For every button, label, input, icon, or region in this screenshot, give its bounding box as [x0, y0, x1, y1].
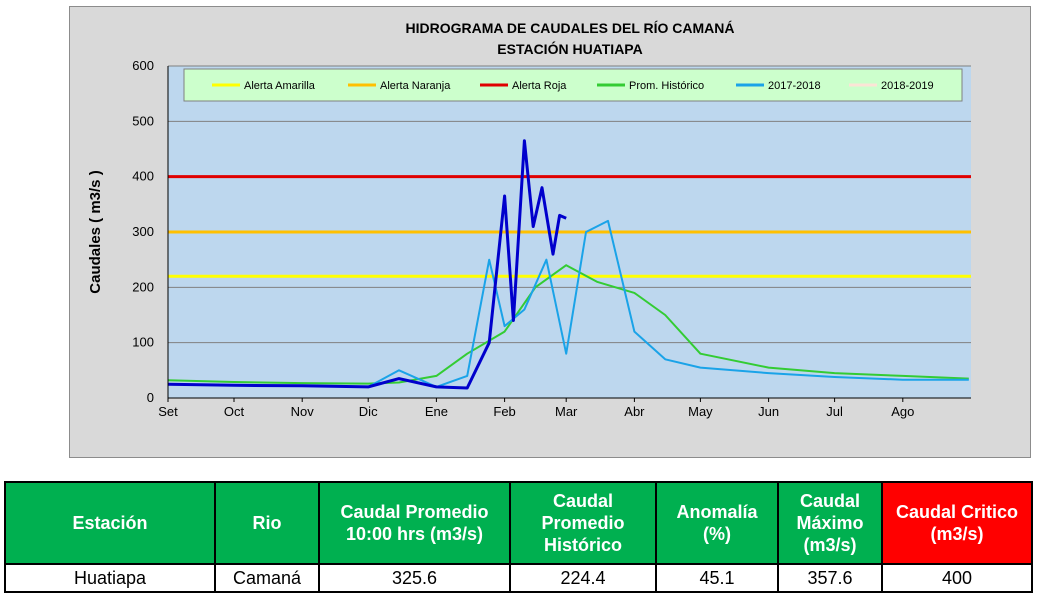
x-tick-label: Dic: [359, 404, 378, 419]
chart-subtitle: ESTACIÓN HUATIAPA: [497, 40, 642, 57]
threshold-lines: [168, 175, 971, 278]
legend-label: 2018-2019: [881, 80, 934, 92]
y-axis-label: Caudales ( m3/s ): [87, 170, 104, 293]
y-tick-label: 200: [132, 279, 154, 294]
summary-table: Estación Rio Caudal Promedio 10:00 hrs (…: [4, 481, 1033, 593]
x-tick-label: Abr: [624, 404, 645, 419]
y-tick-label: 600: [132, 58, 154, 73]
legend-label: Alerta Roja: [512, 80, 567, 92]
cell-critical-flow: 400: [881, 563, 1033, 593]
header-max-flow: Caudal Máximo (m3/s): [777, 481, 883, 565]
x-tick-label: Feb: [493, 404, 515, 419]
header-historic-avg: Caudal Promedio Histórico: [509, 481, 657, 565]
x-axis-ticks: Set Oct Nov Dic Ene Feb Mar Abr May Jun Jul Ago: [158, 398, 914, 419]
cell-river: Camaná: [214, 563, 320, 593]
series-line: [167, 139, 567, 390]
header-anomaly: Anomalía (%): [655, 481, 779, 565]
y-tick-label: 300: [132, 224, 154, 239]
header-avg-flow-1000: Caudal Promedio 10:00 hrs (m3/s): [318, 481, 511, 565]
y-tick-label: 100: [132, 335, 154, 350]
chart-title: HIDROGRAMA DE CAUDALES DEL RÍO CAMANÁ: [406, 20, 735, 36]
table-row: Huatiapa Camaná 325.6 224.4 45.1 357.6 4…: [4, 563, 1033, 593]
y-axis-ticks: 0 100 200 300 400 500 600: [132, 58, 154, 405]
y-tick-label: 0: [147, 390, 154, 405]
legend-label: 2017-2018: [768, 80, 821, 92]
chart-frame: HIDROGRAMA DE CAUDALES DEL RÍO CAMANÁ ES…: [69, 6, 1031, 458]
header-critical-flow: Caudal Critico (m3/s): [881, 481, 1033, 565]
legend: Alerta Amarilla Alerta Naranja Alerta Roja…: [183, 68, 963, 102]
x-tick-label: Mar: [555, 404, 578, 419]
legend-box: [183, 68, 963, 102]
x-tick-label: Ago: [891, 404, 914, 419]
y-tick-label: 400: [132, 169, 154, 184]
cell-anomaly: 45.1: [655, 563, 779, 593]
header-river: Rio: [214, 481, 320, 565]
x-tick-label: Jul: [826, 404, 843, 419]
cell-station: Huatiapa: [4, 563, 216, 593]
x-tick-label: Jun: [758, 404, 779, 419]
header-station: Estación: [4, 481, 216, 565]
cell-max-flow: 357.6: [777, 563, 883, 593]
hydrograph-chart: HIDROGRAMA DE CAUDALES DEL RÍO CAMANÁ ES…: [87, 20, 971, 419]
legend-label: Prom. Histórico: [629, 80, 704, 92]
legend-label: Alerta Naranja: [380, 80, 451, 92]
x-tick-label: Oct: [224, 404, 245, 419]
x-tick-label: Nov: [291, 404, 315, 419]
legend-label: Alerta Amarilla: [244, 80, 316, 92]
y-tick-label: 500: [132, 113, 154, 128]
series-lines: [167, 139, 969, 390]
table-header-row: Estación Rio Caudal Promedio 10:00 hrs (…: [4, 481, 1033, 565]
cell-historic-avg: 224.4: [509, 563, 657, 593]
x-tick-label: Ene: [425, 404, 448, 419]
series-line: [167, 219, 969, 388]
x-tick-label: May: [688, 404, 713, 419]
x-tick-label: Set: [158, 404, 178, 419]
cell-avg-flow-1000: 325.6: [318, 563, 511, 593]
